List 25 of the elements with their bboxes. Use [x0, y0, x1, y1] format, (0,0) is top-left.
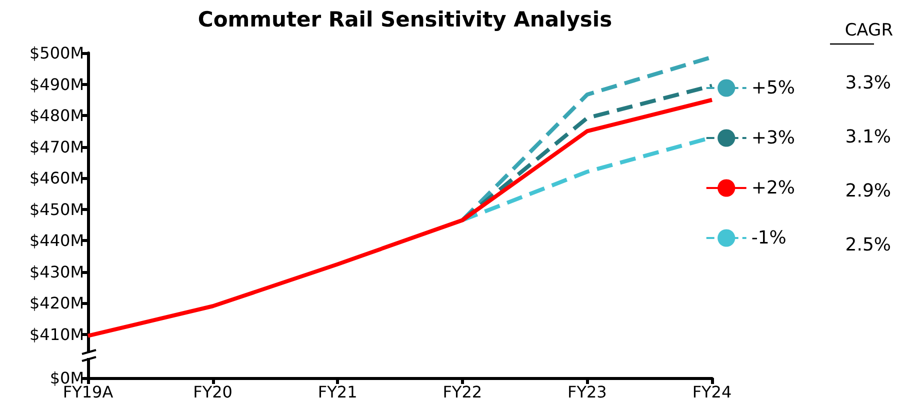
y-tick-label: $410M	[29, 324, 84, 344]
text: 3.1%	[845, 126, 892, 148]
legend-label: +2%	[751, 178, 796, 198]
y-tick-label: $480M	[29, 106, 84, 125]
x-tick-label: FY24	[692, 382, 732, 402]
chart-title: Commuter Rail Sensitivity Analysis	[198, 8, 612, 32]
x-tick-label: FY22	[442, 382, 482, 402]
text: 2.5%	[845, 234, 892, 256]
y-tick-label: $450M	[29, 200, 84, 219]
y-tick-label: $490M	[29, 74, 84, 94]
y-tick-label: $500M	[29, 44, 84, 62]
x-tick-label: FY20	[193, 382, 232, 402]
y-tick-label: $430M	[29, 262, 84, 282]
y-tick-label: $470M	[29, 137, 84, 156]
x-tick-label: FY23	[568, 382, 607, 402]
legend-label: +3%	[751, 128, 796, 148]
y-tick-label: $460M	[29, 168, 84, 188]
x-tick-label: FY21	[318, 382, 358, 402]
legend-label: -1%	[751, 228, 786, 248]
text: 3.3%	[845, 72, 892, 94]
text: 2.9%	[845, 180, 892, 202]
y-tick-label: $440M	[29, 231, 84, 250]
legend-title: CAGR	[844, 20, 894, 40]
legend-label: +5%	[751, 78, 796, 98]
y-tick-label: $420M	[29, 294, 84, 312]
